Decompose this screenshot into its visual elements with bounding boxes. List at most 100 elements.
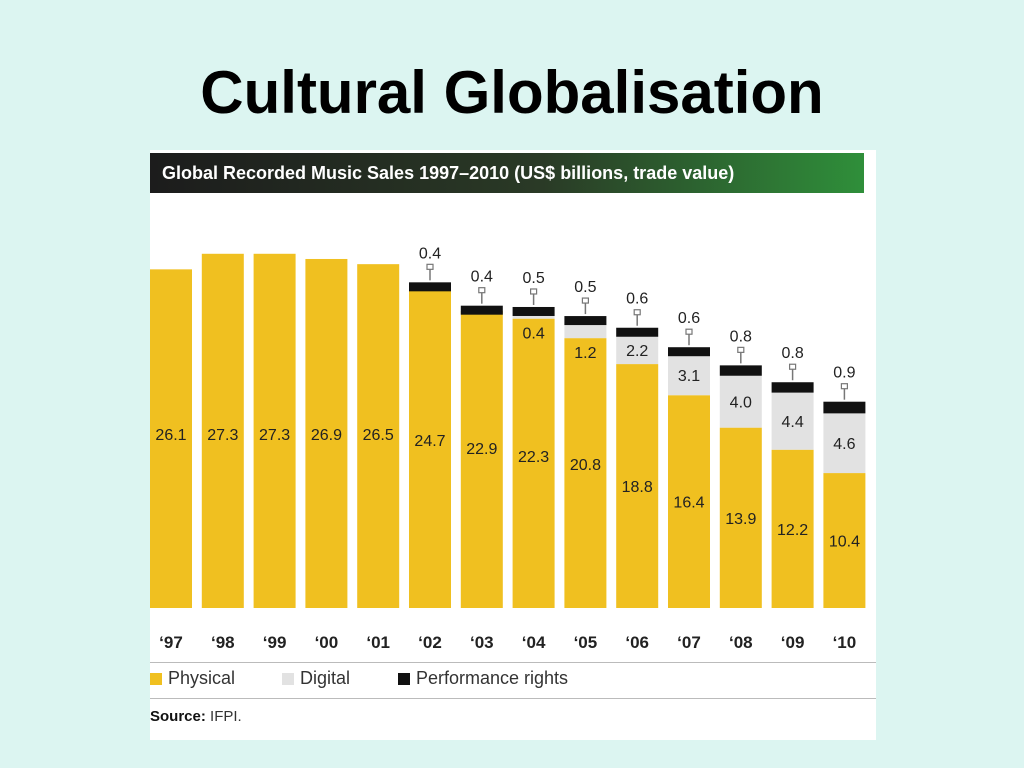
label-digital: 4.4 [781, 414, 803, 431]
legend-item-performance: Performance rights [398, 668, 568, 689]
x-tick-label: ‘97 [159, 633, 183, 652]
label-performance: 0.5 [522, 270, 544, 287]
label-physical: 10.4 [829, 534, 860, 551]
bar-physical [823, 473, 866, 608]
chart-title: Global Recorded Music Sales 1997–2010 (U… [150, 153, 864, 193]
label-physical: 24.7 [414, 433, 445, 450]
label-performance: 0.4 [419, 245, 441, 262]
legend-swatch-performance [398, 672, 410, 685]
bar-performance [668, 347, 710, 357]
performance-marker-cap [633, 309, 641, 316]
label-physical: 22.9 [466, 441, 497, 458]
label-physical: 18.8 [622, 479, 653, 496]
performance-marker-cap [840, 383, 849, 390]
label-digital: 3.1 [678, 368, 700, 385]
label-physical: 22.3 [518, 449, 549, 466]
label-physical: 13.9 [725, 511, 756, 528]
bar-physical [201, 253, 244, 608]
performance-marker-cap [426, 263, 434, 270]
bar-performance [719, 365, 762, 376]
bar-performance [409, 282, 451, 292]
bar-digital [719, 375, 762, 428]
label-performance: 0.8 [730, 328, 752, 345]
x-tick-label: ‘06 [625, 633, 649, 652]
bar-physical [616, 364, 659, 608]
x-tick-label: ‘00 [315, 633, 339, 652]
bar-performance [823, 401, 866, 414]
bar-digital [512, 313, 555, 319]
label-digital: 1.2 [574, 345, 596, 362]
legend-top-divider [150, 662, 876, 663]
legend-label-digital: Digital [300, 668, 351, 688]
legend-item-physical: Physical [150, 668, 235, 689]
bar-chart: 26.1 ‘97 27.3 ‘98 27.3 ‘99 26.9 ‘00 26.5 ‘01 24.7 0… [150, 245, 866, 652]
bar-physical [564, 338, 607, 608]
bar-physical [150, 269, 192, 608]
performance-marker-cap [737, 346, 745, 353]
bar-performance [771, 382, 814, 393]
x-tick-label: ‘07 [677, 633, 701, 652]
bar-physical [409, 287, 451, 608]
label-performance: 0.9 [833, 365, 855, 382]
legend-swatch-physical [150, 672, 162, 685]
label-physical: 26.9 [311, 427, 342, 444]
x-tick-label: ‘98 [211, 633, 235, 652]
x-tick-label: ‘99 [263, 633, 287, 652]
bar-performance [616, 327, 659, 337]
x-tick-label: ‘03 [470, 633, 494, 652]
bar-performance [460, 305, 503, 315]
legend-swatch-digital [282, 672, 294, 685]
label-digital: 0.4 [522, 326, 544, 343]
legend-label-physical: Physical [168, 668, 236, 688]
label-physical: 12.2 [777, 522, 808, 539]
slide-title: Cultural Globalisation [200, 59, 824, 126]
bar-digital [564, 322, 607, 339]
bar-digital [668, 354, 710, 396]
label-physical: 26.1 [155, 427, 186, 444]
label-performance: 0.6 [626, 291, 648, 308]
source-top-divider [150, 698, 876, 699]
x-tick-label: ‘05 [574, 633, 598, 652]
bar-physical [719, 427, 762, 608]
bar-physical [460, 310, 503, 608]
bar-digital [823, 413, 866, 474]
legend-label-performance: Performance rights [416, 668, 569, 688]
legend-item-digital: Digital [282, 668, 350, 689]
bar-digital [771, 392, 814, 450]
label-performance: 0.6 [678, 310, 700, 327]
chart-legend: Physical Digital Performance rights [150, 666, 876, 692]
label-performance: 0.4 [471, 269, 493, 286]
label-performance: 0.5 [574, 279, 596, 296]
bar-physical [771, 449, 814, 608]
label-physical: 27.3 [207, 427, 238, 444]
label-physical: 27.3 [259, 427, 290, 444]
performance-marker-cap [581, 297, 589, 304]
bar-digital [616, 335, 659, 365]
x-tick-label: ‘01 [366, 633, 390, 652]
bar-physical [512, 318, 555, 608]
performance-marker-cap [788, 363, 797, 370]
x-tick-label: ‘04 [522, 633, 546, 652]
bar-physical [668, 395, 710, 608]
label-performance: 0.8 [781, 345, 803, 362]
source-label: Source: [150, 708, 206, 725]
label-digital: 2.2 [626, 343, 648, 360]
bar-performance [564, 316, 607, 326]
label-digital: 4.0 [730, 395, 752, 412]
bar-physical [305, 258, 348, 608]
x-tick-label: ‘09 [781, 633, 805, 652]
performance-marker-cap [685, 328, 693, 335]
label-digital: 4.6 [833, 436, 855, 453]
label-physical: 26.5 [363, 427, 394, 444]
performance-marker-cap [530, 288, 538, 295]
x-tick-label: ‘02 [418, 633, 442, 652]
bar-physical [357, 264, 400, 608]
x-tick-label: ‘08 [729, 633, 753, 652]
bar-performance [512, 306, 555, 316]
source-value: IFPI. [210, 708, 242, 725]
label-physical: 20.8 [570, 457, 601, 474]
x-tick-label: ‘10 [833, 633, 857, 652]
chart-source: Source: IFPI. [150, 708, 242, 725]
performance-marker-cap [478, 287, 486, 294]
chart-panel: Global Recorded Music Sales 1997–2010 (U… [150, 150, 876, 740]
